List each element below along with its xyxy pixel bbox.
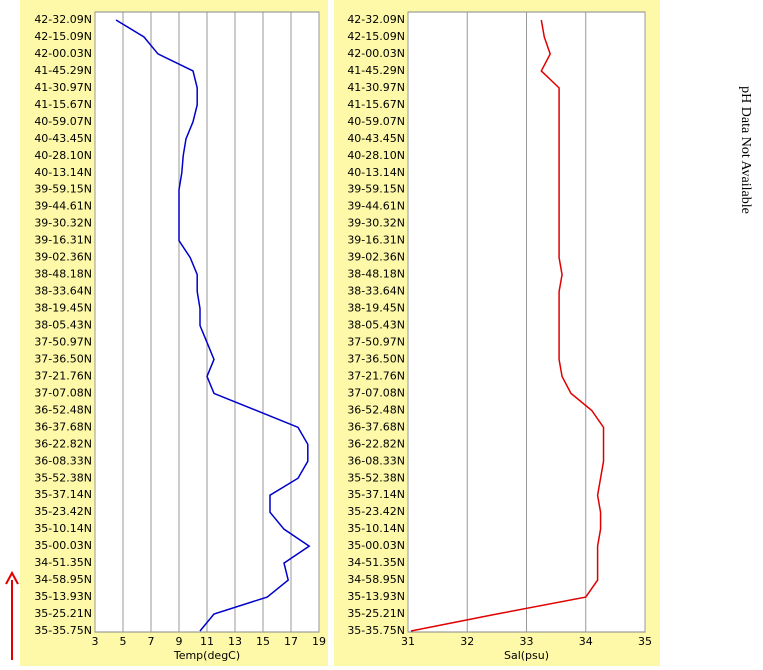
y-tick-label: 42-32.09N xyxy=(34,13,92,26)
y-tick-label: 35-52.38N xyxy=(347,471,405,484)
data-line xyxy=(410,19,605,632)
y-tick-label: 37-07.08N xyxy=(34,386,92,399)
arrow-head xyxy=(5,570,19,585)
y-tick-label: 34-51.35N xyxy=(34,556,92,569)
y-tick-label: 36-22.82N xyxy=(34,437,92,450)
y-tick-label: 39-59.15N xyxy=(347,183,405,196)
x-tick-label: 31 xyxy=(401,635,415,648)
y-tick-label: 38-48.18N xyxy=(34,268,92,281)
y-tick-label: 35-35.75N xyxy=(34,624,92,637)
x-tick-label: 3 xyxy=(92,635,99,648)
x-tick-label: 19 xyxy=(312,635,326,648)
y-tick-label: 38-19.45N xyxy=(347,302,405,315)
y-tick-label: 35-10.14N xyxy=(347,522,405,535)
y-tick-label: 39-16.31N xyxy=(34,234,92,247)
x-tick-label: 32 xyxy=(460,635,474,648)
y-tick-label: 39-30.32N xyxy=(34,217,92,230)
y-tick-label: 38-33.64N xyxy=(347,285,405,298)
x-tick-label: 33 xyxy=(520,635,534,648)
y-tick-label: 42-00.03N xyxy=(34,47,92,60)
y-tick-label: 35-23.42N xyxy=(34,505,92,518)
y-tick-label: 42-00.03N xyxy=(347,47,405,60)
y-tick-label: 38-48.18N xyxy=(347,268,405,281)
y-tick-label: 36-52.48N xyxy=(347,403,405,416)
y-tick-label: 35-13.93N xyxy=(347,590,405,603)
y-tick-label: 36-52.48N xyxy=(34,403,92,416)
y-tick-label: 35-37.14N xyxy=(347,488,405,501)
y-tick-label: 35-23.42N xyxy=(347,505,405,518)
y-tick-label: 37-50.97N xyxy=(347,335,405,348)
y-tick-label: 40-28.10N xyxy=(347,149,405,162)
y-tick-label: 35-37.14N xyxy=(34,488,92,501)
y-tick-label: 36-37.68N xyxy=(34,420,92,433)
y-tick-label: 40-28.10N xyxy=(34,149,92,162)
y-tick-label: 38-05.43N xyxy=(347,319,405,332)
y-tick-label: 38-33.64N xyxy=(34,285,92,298)
x-tick-label: 9 xyxy=(176,635,183,648)
y-tick-label: 40-59.07N xyxy=(347,115,405,128)
x-tick-label: 11 xyxy=(200,635,214,648)
y-tick-label: 41-15.67N xyxy=(347,98,405,111)
x-axis-label: Temp(degC) xyxy=(173,649,240,662)
y-tick-label: 41-30.97N xyxy=(34,81,92,94)
y-tick-label: 35-10.14N xyxy=(34,522,92,535)
y-tick-label: 35-25.21N xyxy=(34,607,92,620)
y-tick-label: 38-05.43N xyxy=(34,319,92,332)
y-tick-label: 41-45.29N xyxy=(34,64,92,77)
note: pH Data Not Available xyxy=(738,86,753,214)
x-tick-label: 5 xyxy=(120,635,127,648)
y-tick-label: 37-21.76N xyxy=(34,369,92,382)
y-tick-label: 42-15.09N xyxy=(34,30,92,43)
y-tick-label: 40-43.45N xyxy=(34,132,92,145)
x-tick-label: 35 xyxy=(638,635,652,648)
y-tick-label: 35-25.21N xyxy=(347,607,405,620)
y-tick-label: 35-52.38N xyxy=(34,471,92,484)
y-tick-label: 35-35.75N xyxy=(347,624,405,637)
y-tick-label: 36-08.33N xyxy=(34,454,92,467)
y-tick-label: 35-00.03N xyxy=(347,539,405,552)
y-tick-label: 39-59.15N xyxy=(34,183,92,196)
data-line xyxy=(115,19,311,632)
y-tick-label: 40-43.45N xyxy=(347,132,405,145)
x-tick-label: 7 xyxy=(148,635,155,648)
x-tick-label: 34 xyxy=(579,635,593,648)
y-tick-label: 36-08.33N xyxy=(347,454,405,467)
x-tick-label: 17 xyxy=(284,635,298,648)
y-tick-label: 37-07.08N xyxy=(347,386,405,399)
y-tick-label: 37-36.50N xyxy=(347,352,405,365)
y-tick-label: 40-13.14N xyxy=(347,166,405,179)
y-tick-label: 35-13.93N xyxy=(34,590,92,603)
y-tick-label: 39-02.36N xyxy=(34,251,92,264)
y-tick-label: 42-32.09N xyxy=(347,13,405,26)
y-tick-label: 41-30.97N xyxy=(347,81,405,94)
y-tick-label: 38-19.45N xyxy=(34,302,92,315)
x-axis-label: Sal(psu) xyxy=(504,649,549,662)
y-tick-label: 40-13.14N xyxy=(34,166,92,179)
y-tick-label: 41-45.29N xyxy=(347,64,405,77)
y-tick-label: 34-58.95N xyxy=(34,573,92,586)
y-tick-label: 39-44.61N xyxy=(34,200,92,213)
y-tick-label: 41-15.67N xyxy=(34,98,92,111)
y-tick-label: 35-00.03N xyxy=(34,539,92,552)
x-tick-label: 13 xyxy=(228,635,242,648)
y-tick-label: 39-30.32N xyxy=(347,217,405,230)
y-tick-label: 39-02.36N xyxy=(347,251,405,264)
y-tick-label: 34-51.35N xyxy=(347,556,405,569)
y-tick-label: 37-21.76N xyxy=(347,369,405,382)
y-tick-label: 39-16.31N xyxy=(347,234,405,247)
y-tick-label: 36-37.68N xyxy=(347,420,405,433)
y-tick-label: 42-15.09N xyxy=(347,30,405,43)
y-tick-label: 40-59.07N xyxy=(34,115,92,128)
y-tick-label: 36-22.82N xyxy=(347,437,405,450)
y-tick-label: 39-44.61N xyxy=(347,200,405,213)
y-tick-label: 34-58.95N xyxy=(347,573,405,586)
x-tick-label: 15 xyxy=(256,635,270,648)
y-tick-label: 37-50.97N xyxy=(34,335,92,348)
y-tick-label: 37-36.50N xyxy=(34,352,92,365)
